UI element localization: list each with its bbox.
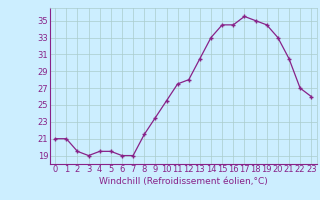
X-axis label: Windchill (Refroidissement éolien,°C): Windchill (Refroidissement éolien,°C) bbox=[99, 177, 268, 186]
